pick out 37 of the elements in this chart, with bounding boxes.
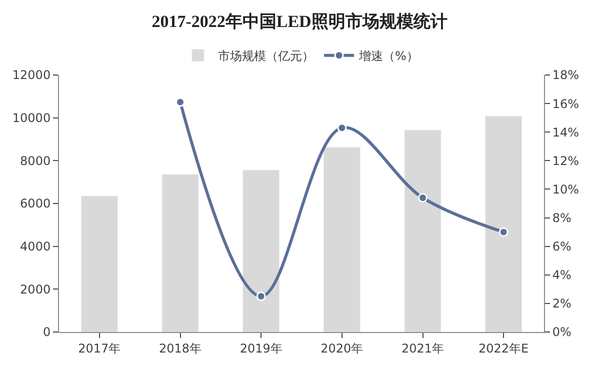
y2-tick-label: 4% xyxy=(552,268,572,282)
x-tick-label: 2022年E xyxy=(478,341,529,356)
y2-tick-label: 6% xyxy=(552,240,572,254)
legend-label: 增速（%） xyxy=(358,49,418,64)
x-tick-label: 2021年 xyxy=(401,341,444,356)
bar xyxy=(242,170,280,332)
bar xyxy=(162,174,199,332)
y-tick-label: 4000 xyxy=(20,240,51,254)
x-tick-label: 2018年 xyxy=(158,341,202,356)
x-tick-label: 2019年 xyxy=(240,341,282,356)
point xyxy=(337,123,347,133)
bar xyxy=(404,130,442,332)
y-tick-label: 8000 xyxy=(20,154,51,168)
y2-tick-label: 10% xyxy=(552,182,580,196)
y-tick-label: 6000 xyxy=(20,196,51,211)
y2-tick-label: 2% xyxy=(552,296,572,311)
y2-tick-label: 14% xyxy=(552,125,580,140)
point xyxy=(498,227,508,237)
point xyxy=(256,292,266,302)
x-tick-label: 2020年 xyxy=(320,341,364,356)
y2-tick-label: 0% xyxy=(552,325,572,340)
bar xyxy=(485,116,522,332)
legend-label: 市场规模（亿元） xyxy=(218,49,314,64)
y2-tick-label: 12% xyxy=(552,154,580,168)
point xyxy=(176,97,185,107)
y2-tick-label: 18% xyxy=(552,68,580,82)
y2-tick-label: 8% xyxy=(552,210,572,225)
bar xyxy=(80,196,118,332)
x-tick-label: 2017年 xyxy=(78,341,121,356)
point xyxy=(418,193,428,203)
chart-title: 2017-2022年中国LED照明市场规模统计 xyxy=(152,12,448,31)
y-tick-label: 2000 xyxy=(20,282,51,296)
y-tick-label: 12000 xyxy=(12,68,51,82)
y-tick-label: 10000 xyxy=(12,111,51,126)
bar xyxy=(323,147,360,332)
y2-tick-label: 16% xyxy=(552,96,580,111)
y-tick-label: 0 xyxy=(42,325,51,340)
